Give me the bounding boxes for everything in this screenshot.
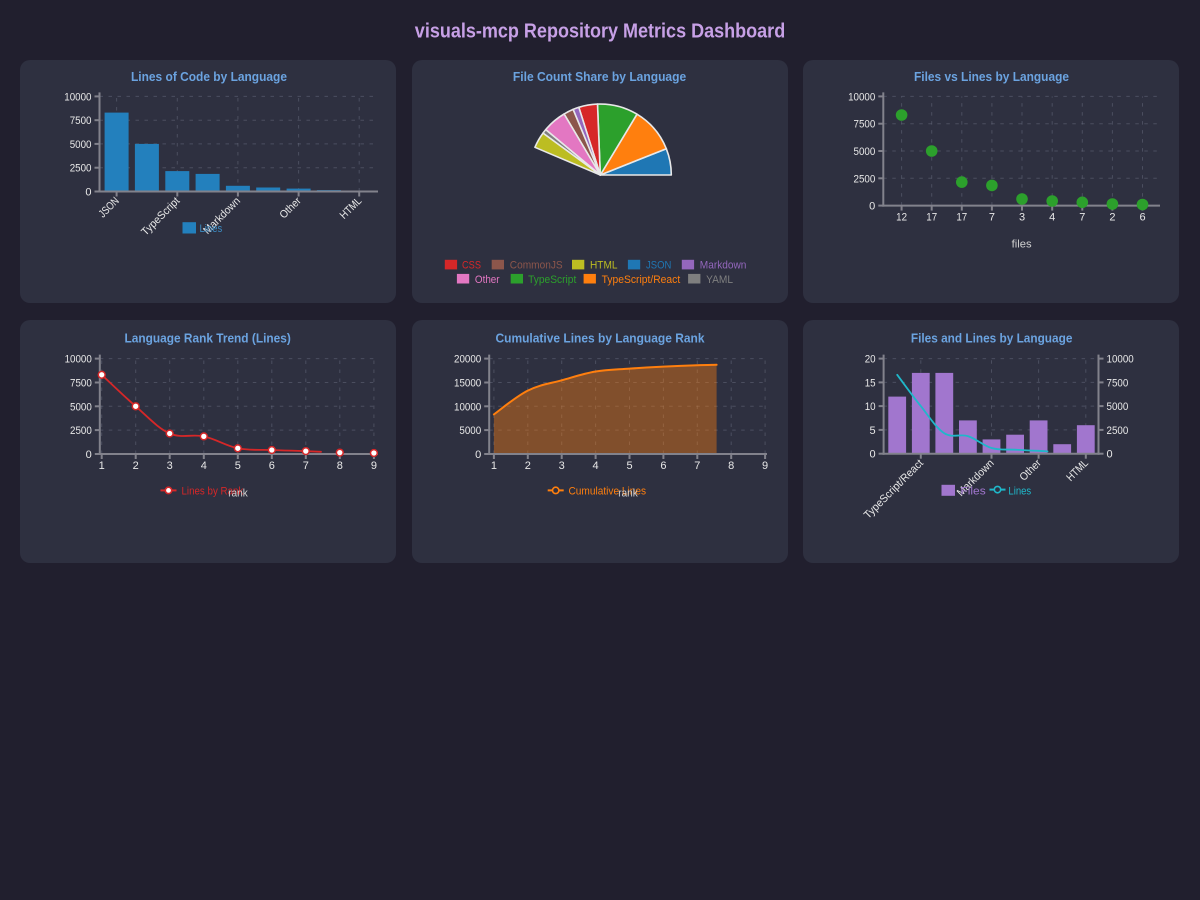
svg-text:7500: 7500 [854,119,876,131]
svg-text:2500: 2500 [1107,425,1129,437]
svg-text:Lines: Lines [1008,486,1031,498]
svg-text:Files: Files [960,486,986,498]
svg-text:10000: 10000 [848,91,875,103]
svg-text:17: 17 [926,212,937,224]
svg-text:7: 7 [303,460,309,472]
svg-text:CommonJS: CommonJS [510,260,563,272]
svg-text:HTML: HTML [338,195,365,222]
svg-text:10000: 10000 [1107,354,1134,366]
svg-text:Lines: Lines [200,223,223,235]
svg-text:5: 5 [626,460,632,472]
svg-text:0: 0 [86,449,92,461]
svg-text:0: 0 [85,187,91,199]
svg-text:15: 15 [865,377,876,389]
svg-text:6: 6 [660,460,666,472]
svg-text:7: 7 [1079,212,1085,224]
svg-text:10000: 10000 [64,91,91,103]
svg-text:YAML: YAML [706,274,733,286]
svg-text:JSON: JSON [646,260,671,272]
svg-text:5000: 5000 [70,139,92,151]
svg-text:Language Rank Trend (Lines): Language Rank Trend (Lines) [125,332,291,346]
svg-text:Other: Other [475,274,500,286]
svg-text:Cumulative Lines by Language R: Cumulative Lines by Language Rank [496,332,705,346]
svg-text:5: 5 [869,425,875,437]
svg-text:7500: 7500 [1107,377,1129,389]
svg-text:Files vs Lines by Language: Files vs Lines by Language [914,70,1069,84]
svg-text:2: 2 [1109,212,1115,224]
svg-text:Lines by Rank: Lines by Rank [182,486,244,498]
svg-text:6: 6 [1139,212,1145,224]
svg-text:1: 1 [99,460,105,472]
svg-text:0: 0 [869,449,875,461]
svg-text:HTML: HTML [590,260,618,272]
svg-text:20: 20 [865,354,876,366]
svg-text:Files and Lines by Language: Files and Lines by Language [911,332,1073,346]
svg-text:0: 0 [475,449,481,461]
svg-text:7500: 7500 [70,378,92,390]
svg-text:Cumulative Lines: Cumulative Lines [569,486,647,498]
svg-text:0: 0 [1107,449,1113,461]
svg-text:2500: 2500 [854,173,876,185]
svg-text:5000: 5000 [854,146,876,158]
svg-text:5000: 5000 [1107,401,1129,413]
svg-text:TypeScript/React: TypeScript/React [602,274,681,286]
svg-text:2500: 2500 [70,425,92,437]
svg-text:8: 8 [337,460,343,472]
svg-text:3: 3 [1019,212,1025,224]
svg-text:CSS: CSS [462,260,481,272]
svg-text:7: 7 [989,212,995,224]
svg-text:TypeScript: TypeScript [528,274,576,286]
svg-text:Other: Other [1018,457,1044,483]
svg-text:TypeScript: TypeScript [139,195,182,238]
svg-text:9: 9 [762,460,768,472]
svg-text:9: 9 [371,460,377,472]
svg-text:10: 10 [865,401,876,413]
svg-text:files: files [1012,238,1033,250]
svg-text:File Count Share by Language: File Count Share by Language [513,70,686,84]
svg-text:4: 4 [1049,212,1055,224]
svg-text:5000: 5000 [459,425,481,437]
svg-text:3: 3 [167,460,173,472]
svg-text:17: 17 [956,212,967,224]
svg-text:Lines of Code by Language: Lines of Code by Language [131,70,287,84]
svg-text:2500: 2500 [70,163,92,175]
svg-text:5: 5 [235,460,241,472]
svg-text:10000: 10000 [65,354,92,366]
svg-text:TypeScript/React: TypeScript/React [862,457,926,521]
svg-text:visuals-mcp Repository Metrics: visuals-mcp Repository Metrics Dashboard [415,21,785,43]
svg-text:4: 4 [593,460,599,472]
svg-text:2: 2 [525,460,531,472]
svg-text:rank: rank [228,488,248,500]
svg-text:JSON: JSON [97,195,122,220]
svg-text:20000: 20000 [454,354,481,366]
svg-text:0: 0 [869,201,875,213]
svg-text:2: 2 [133,460,139,472]
svg-text:15000: 15000 [454,378,481,390]
svg-text:7500: 7500 [70,115,92,127]
svg-text:3: 3 [559,460,565,472]
svg-text:10000: 10000 [454,401,481,413]
svg-text:HTML: HTML [1064,457,1091,484]
svg-text:rank: rank [618,488,638,500]
svg-text:8: 8 [728,460,734,472]
svg-text:6: 6 [269,460,275,472]
svg-text:Markdown: Markdown [700,260,747,272]
svg-text:5000: 5000 [70,401,92,413]
svg-text:4: 4 [201,460,207,472]
svg-text:12: 12 [896,212,907,224]
svg-text:1: 1 [491,460,497,472]
svg-text:Other: Other [278,195,304,221]
svg-text:7: 7 [694,460,700,472]
